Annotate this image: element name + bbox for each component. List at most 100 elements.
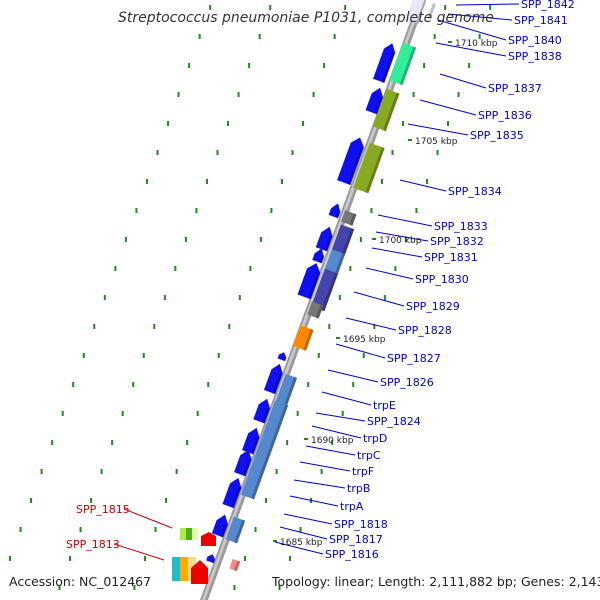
grid-dot — [317, 353, 320, 358]
gene-shade — [303, 329, 314, 351]
grid-dot — [100, 469, 103, 474]
gene-label: SPP_1827 — [387, 352, 441, 365]
gene-arrow-shape — [206, 554, 216, 564]
grid-dot — [258, 34, 261, 39]
grid-dot — [373, 324, 376, 329]
gene-shade — [220, 524, 228, 538]
grid-dot — [132, 382, 135, 387]
leader-line — [371, 247, 423, 258]
leader-line — [299, 461, 351, 472]
gene-shade — [399, 46, 417, 86]
gene-label: SPP_1834 — [448, 185, 502, 198]
leader-line — [419, 99, 477, 116]
gene-arrow — [315, 226, 333, 252]
gene-label: trpB — [347, 482, 370, 495]
gene-shade — [335, 211, 341, 219]
leader-line — [455, 3, 520, 6]
grid-dot — [227, 121, 230, 126]
grid-dot — [423, 63, 426, 68]
gene-shade — [347, 147, 364, 185]
leader-line — [274, 541, 324, 555]
genome-title: Streptococcus pneumoniae P1031, complete… — [118, 10, 494, 26]
gene-shade — [307, 272, 321, 300]
leader-line — [279, 526, 328, 540]
gene-box-shape — [292, 325, 314, 351]
gene-box-shape — [420, 0, 436, 20]
gene-arrow-shape — [222, 477, 242, 509]
label-leaders — [113, 3, 520, 561]
gene-shade — [365, 147, 385, 194]
gene-box — [172, 557, 180, 581]
gene-labels: SPP_1842 SPP_1841 SPP_1840 SPP_1838 SPP_1837… — [66, 0, 575, 561]
grid-dot — [286, 440, 289, 445]
grid-dot — [254, 527, 257, 532]
gene-label: SPP_1840 — [508, 34, 562, 47]
gene-shade — [251, 404, 289, 500]
gene-shade — [230, 487, 242, 509]
grid-dot — [383, 295, 386, 300]
grid-dot — [82, 353, 85, 358]
grid-lines — [9, 5, 492, 590]
gene-box — [341, 210, 357, 226]
grid-dot — [307, 382, 310, 387]
leader-line — [435, 42, 507, 57]
grid-dot — [58, 585, 61, 590]
leader-line — [315, 412, 366, 422]
gene-box — [307, 301, 324, 319]
gene-box-shape — [353, 142, 385, 194]
grid-dot — [404, 237, 407, 242]
gene-shade — [242, 459, 252, 477]
gene-arrow — [201, 532, 216, 546]
grid-dot — [259, 237, 262, 242]
kbp-tick — [448, 41, 452, 43]
kbp-tick — [336, 337, 340, 339]
gene-arrow-shape — [263, 363, 283, 395]
leader-line — [327, 369, 379, 383]
gene-box — [180, 557, 188, 581]
gene-arrow-shape — [315, 226, 333, 252]
gene-label: trpF — [352, 465, 374, 478]
grid-dot — [233, 585, 236, 590]
leader-line — [447, 13, 513, 21]
grid-dot — [238, 295, 241, 300]
grid-dot — [175, 469, 178, 474]
gene-label: SPP_1835 — [470, 129, 524, 142]
leader-line — [407, 123, 469, 136]
gene-arrow-shape — [277, 352, 287, 362]
grid-dot — [72, 382, 75, 387]
leader-line — [377, 214, 433, 227]
grid-dot — [79, 527, 82, 532]
gene-arrow — [206, 554, 216, 564]
grid-dot — [90, 498, 93, 503]
grid-dot — [61, 411, 64, 416]
gene-arrow — [222, 477, 242, 509]
grid-dot — [142, 353, 145, 358]
grid-dot — [344, 5, 347, 10]
grid-dot — [93, 324, 96, 329]
gene-shade — [272, 373, 283, 395]
leader-line — [439, 73, 487, 89]
gene-box-shape — [389, 42, 417, 86]
gene-box-shape — [311, 268, 339, 312]
grid-dot — [415, 208, 418, 213]
grid-dot — [338, 295, 341, 300]
gene-label: trpD — [363, 432, 387, 445]
grid-dot — [331, 440, 334, 445]
grid-dot — [333, 34, 336, 39]
grid-dot — [163, 295, 166, 300]
leader-line — [293, 479, 346, 489]
gene-shade — [282, 357, 287, 362]
gene-box-shape — [341, 210, 357, 226]
gene-box — [331, 224, 355, 256]
grid-dot — [323, 63, 326, 68]
gene-arrow — [263, 363, 283, 395]
grid-dot — [362, 353, 365, 358]
gene-box — [225, 516, 246, 544]
gene-label: SPP_1813 — [66, 538, 120, 551]
leader-line — [289, 495, 339, 507]
grid-dot — [394, 266, 397, 271]
leader-line — [345, 317, 397, 331]
leader-line — [305, 445, 356, 456]
